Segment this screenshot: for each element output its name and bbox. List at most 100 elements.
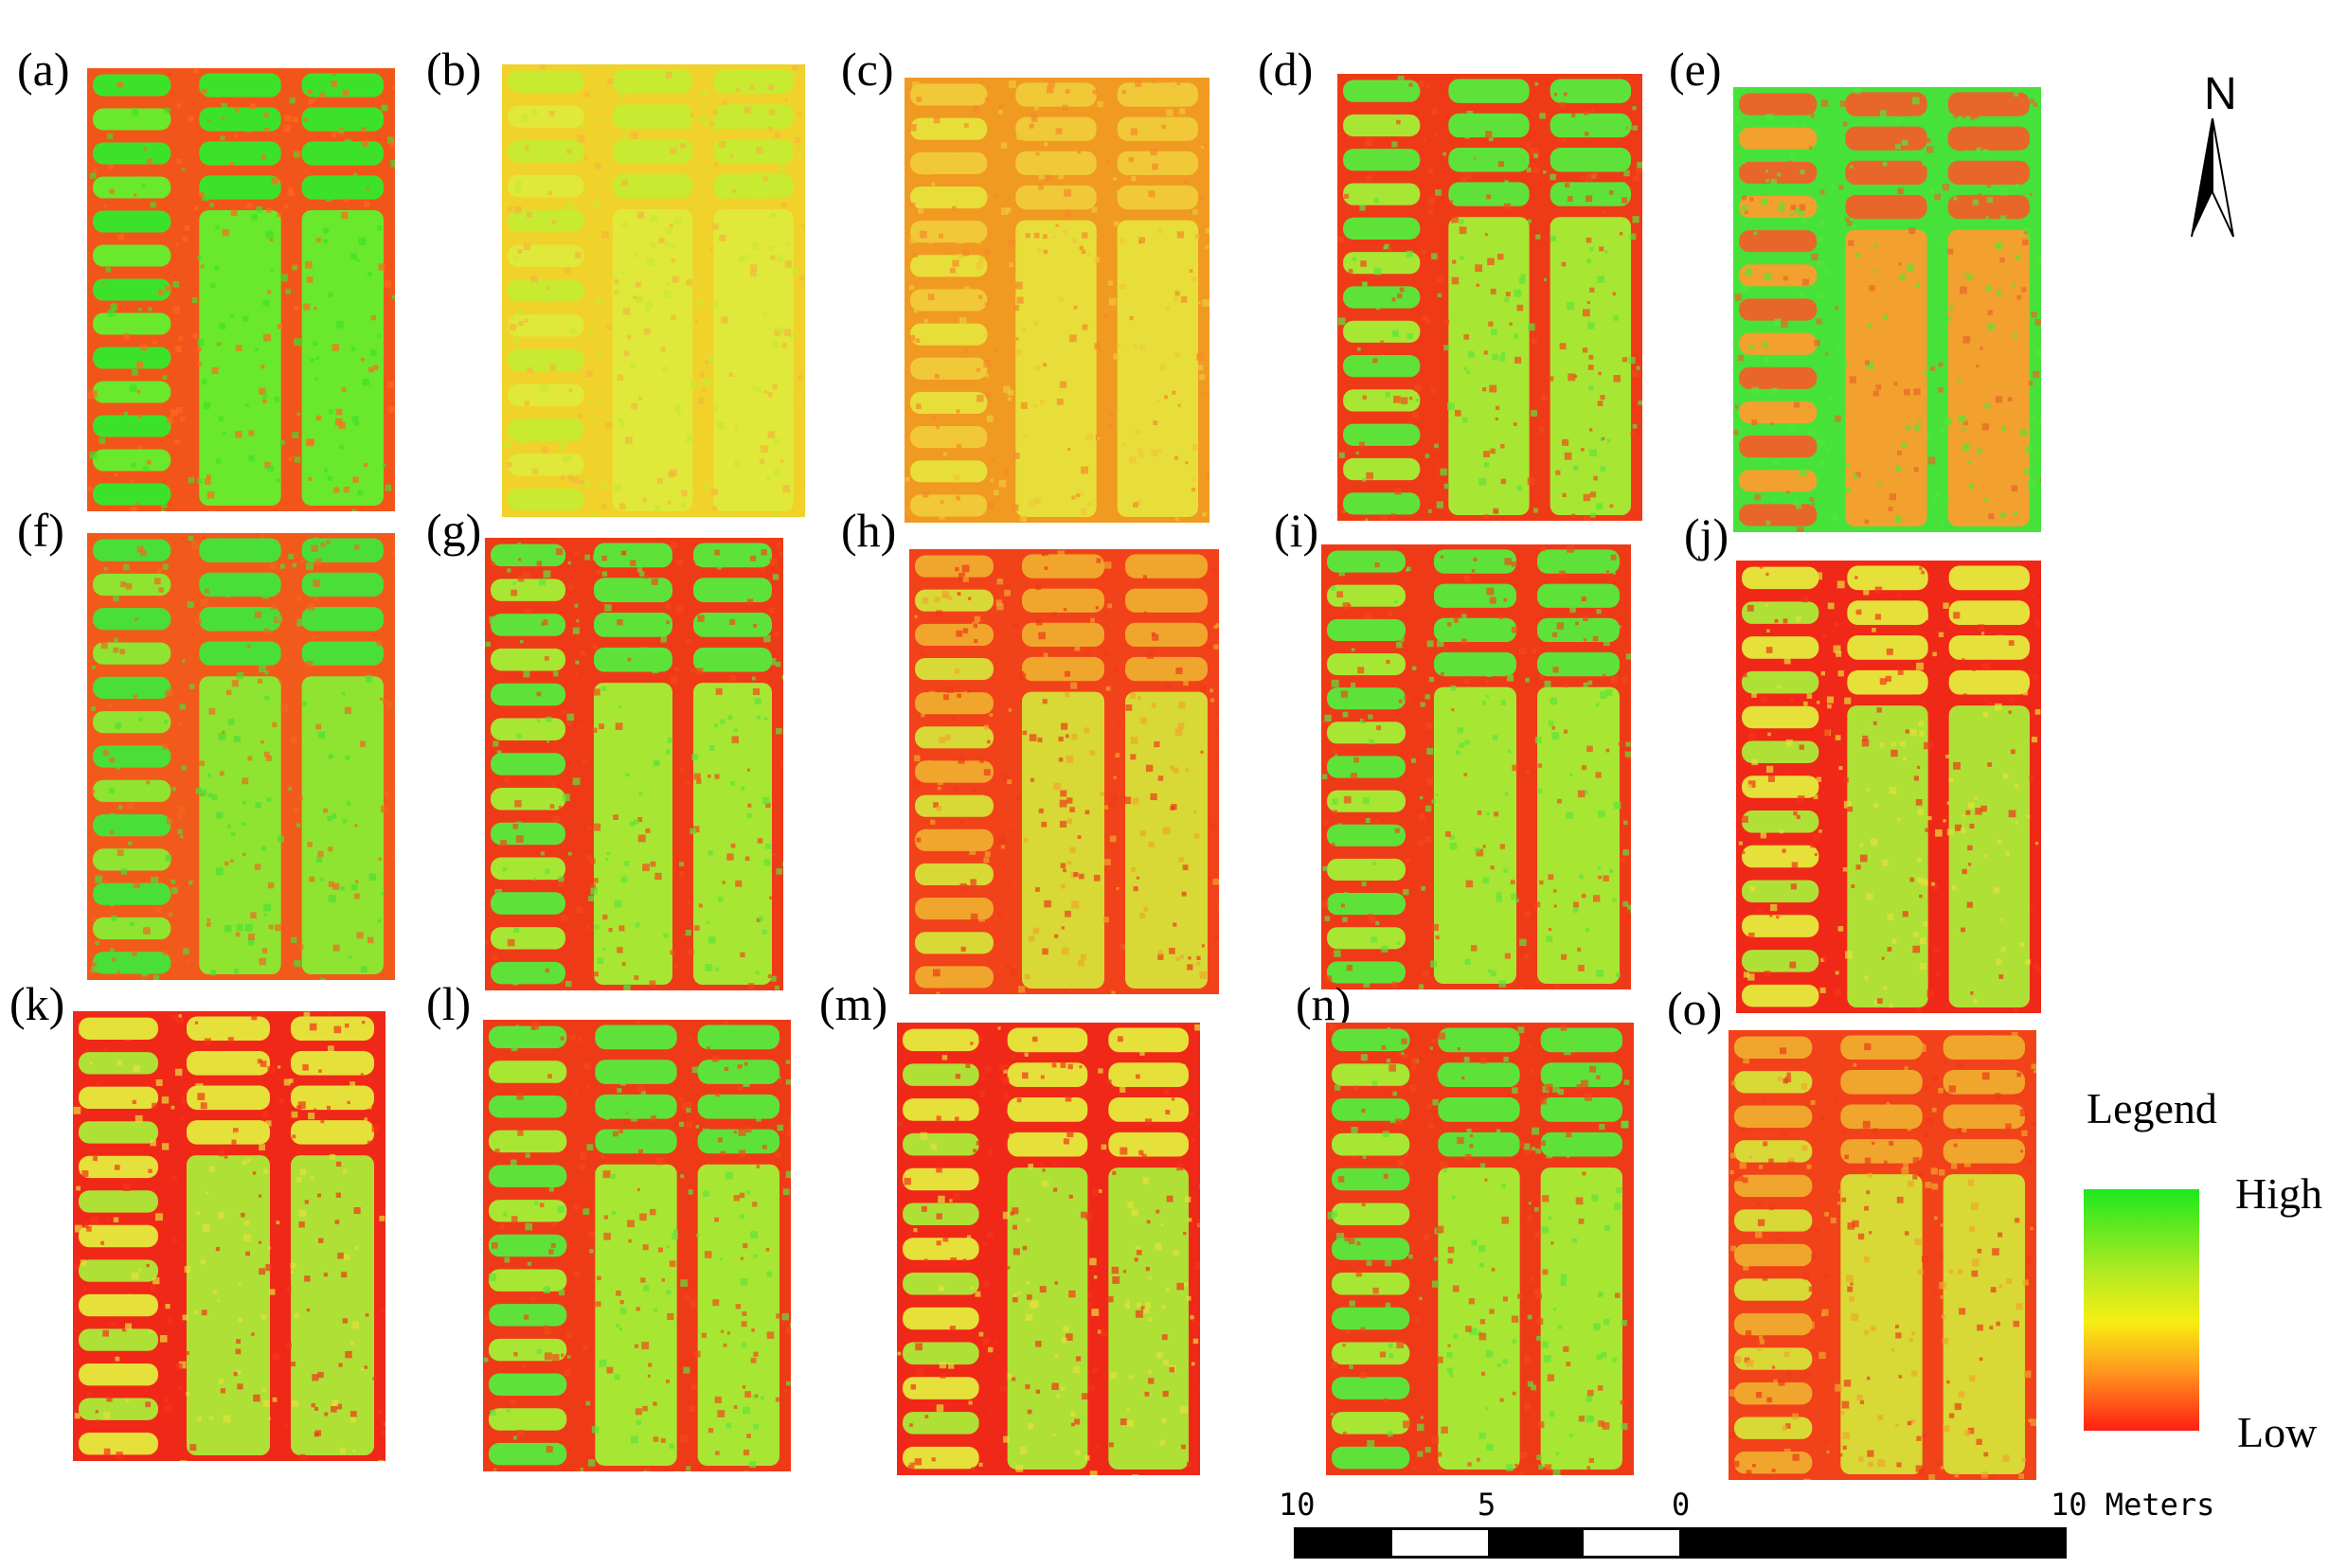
- field-block: [595, 1164, 677, 1466]
- raster-texture: [1993, 1168, 1998, 1173]
- raster-texture: [1961, 927, 1965, 933]
- raster-texture: [1929, 741, 1934, 747]
- raster-texture: [162, 563, 169, 570]
- raster-texture: [1758, 1335, 1764, 1340]
- raster-texture: [1519, 1452, 1527, 1459]
- raster-texture: [619, 1308, 627, 1314]
- field-plot: [79, 1017, 158, 1040]
- raster-texture: [1162, 827, 1171, 835]
- raster-texture: [91, 966, 98, 973]
- raster-texture: [1362, 718, 1367, 722]
- raster-texture: [524, 895, 530, 901]
- raster-texture: [661, 365, 668, 372]
- raster-texture: [1559, 343, 1567, 350]
- raster-texture: [1346, 1329, 1351, 1335]
- raster-texture: [686, 638, 691, 645]
- raster-texture: [1948, 1269, 1953, 1274]
- raster-texture: [1091, 1309, 1100, 1316]
- raster-texture: [1511, 561, 1517, 567]
- raster-texture: [612, 1131, 618, 1137]
- raster-texture: [1774, 318, 1782, 327]
- raster-texture: [1066, 818, 1073, 825]
- field-plot: [595, 1060, 677, 1084]
- raster-texture: [1633, 1231, 1634, 1237]
- raster-texture: [146, 459, 152, 465]
- raster-texture: [732, 188, 737, 193]
- raster-texture: [260, 154, 266, 160]
- raster-texture: [73, 1263, 80, 1270]
- raster-texture: [151, 876, 159, 884]
- raster-texture: [781, 674, 783, 680]
- raster-texture: [1953, 196, 1958, 201]
- raster-texture: [738, 1128, 746, 1136]
- raster-texture: [89, 1060, 94, 1065]
- raster-texture: [1096, 558, 1102, 563]
- field-plot: [910, 151, 988, 174]
- raster-texture: [1496, 253, 1504, 260]
- raster-texture: [123, 1184, 131, 1191]
- raster-texture: [258, 147, 262, 151]
- raster-texture: [1412, 1467, 1416, 1470]
- raster-texture: [1618, 625, 1621, 629]
- raster-texture: [2034, 708, 2041, 715]
- raster-texture: [1524, 1147, 1532, 1155]
- raster-texture: [1921, 879, 1928, 886]
- raster-texture: [952, 259, 959, 267]
- raster-texture: [259, 1096, 263, 1099]
- raster-texture: [235, 1348, 242, 1355]
- raster-texture: [576, 619, 580, 623]
- scale-segment-white: [1392, 1530, 1488, 1556]
- raster-texture: [1834, 1098, 1838, 1103]
- raster-texture: [734, 460, 742, 468]
- raster-texture: [1743, 971, 1750, 978]
- raster-texture: [1781, 320, 1788, 329]
- field-plot: [491, 857, 565, 881]
- legend-title: Legend: [2087, 1084, 2217, 1132]
- raster-texture: [1942, 1337, 1949, 1345]
- raster-texture: [618, 1129, 624, 1134]
- raster-texture: [551, 1379, 556, 1382]
- raster-texture: [161, 1143, 170, 1150]
- raster-texture: [1977, 448, 1982, 454]
- raster-texture: [629, 362, 636, 369]
- raster-texture: [1020, 670, 1025, 675]
- raster-texture: [1109, 835, 1117, 843]
- raster-texture: [1552, 1470, 1561, 1475]
- raster-texture: [1894, 143, 1901, 150]
- raster-texture: [1577, 790, 1586, 798]
- raster-texture: [1151, 703, 1156, 708]
- raster-texture: [923, 1258, 928, 1263]
- raster-texture: [1067, 447, 1071, 452]
- raster-texture: [1536, 1335, 1542, 1341]
- raster-texture: [751, 384, 758, 390]
- raster-texture: [1014, 281, 1023, 290]
- raster-texture: [1185, 461, 1189, 465]
- raster-texture: [549, 364, 557, 371]
- raster-texture: [377, 1409, 382, 1414]
- raster-texture: [1826, 1450, 1830, 1453]
- raster-texture: [745, 1148, 752, 1153]
- field-plot: [1845, 126, 1927, 151]
- raster-texture: [689, 1300, 697, 1309]
- raster-texture: [318, 731, 326, 739]
- raster-texture: [1855, 864, 1861, 870]
- field-plot: [910, 221, 988, 243]
- field-plot: [199, 641, 281, 666]
- raster-texture: [962, 576, 969, 582]
- raster-texture: [746, 813, 752, 819]
- raster-texture: [1609, 869, 1614, 874]
- raster-texture: [618, 417, 623, 422]
- raster-texture: [1906, 425, 1911, 431]
- raster-texture: [1059, 820, 1067, 828]
- raster-texture: [1556, 622, 1565, 630]
- raster-texture: [1029, 123, 1034, 129]
- field-block: [291, 1155, 374, 1455]
- raster-texture: [504, 341, 508, 345]
- raster-texture: [1009, 262, 1013, 268]
- raster-texture: [1082, 232, 1088, 239]
- raster-texture: [573, 1271, 580, 1277]
- raster-texture: [2014, 92, 2019, 97]
- raster-texture: [1012, 1207, 1019, 1215]
- raster-texture: [1172, 390, 1176, 395]
- raster-texture: [1135, 80, 1142, 87]
